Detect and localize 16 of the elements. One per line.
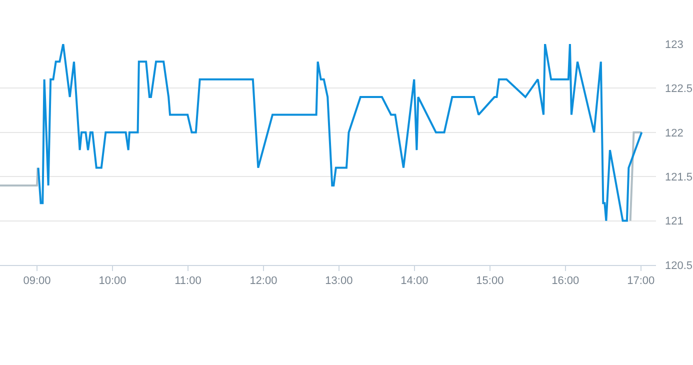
x-tick-label: 11:00 (174, 275, 202, 288)
x-tick-label: 16:00 (552, 275, 580, 288)
y-tick-label: 121.5 (665, 171, 693, 184)
line-series (37, 44, 643, 222)
x-tick-label: 10:00 (98, 275, 126, 288)
x-tick-label: 12:00 (250, 275, 278, 288)
y-tick-label: 123 (665, 38, 684, 51)
y-tick-label: 121 (665, 216, 684, 228)
x-tick-label: 15:00 (476, 275, 504, 288)
x-tick-label: 13:00 (325, 275, 353, 288)
x-tick-label: 17:00 (627, 275, 655, 288)
x-tick-label: 09:00 (23, 275, 51, 288)
y-tick-label: 122 (665, 127, 684, 140)
y-tick-label: 122.5 (665, 83, 693, 96)
x-tick-label: 14:00 (400, 275, 428, 288)
y-tick-label: 120.5 (665, 260, 693, 272)
